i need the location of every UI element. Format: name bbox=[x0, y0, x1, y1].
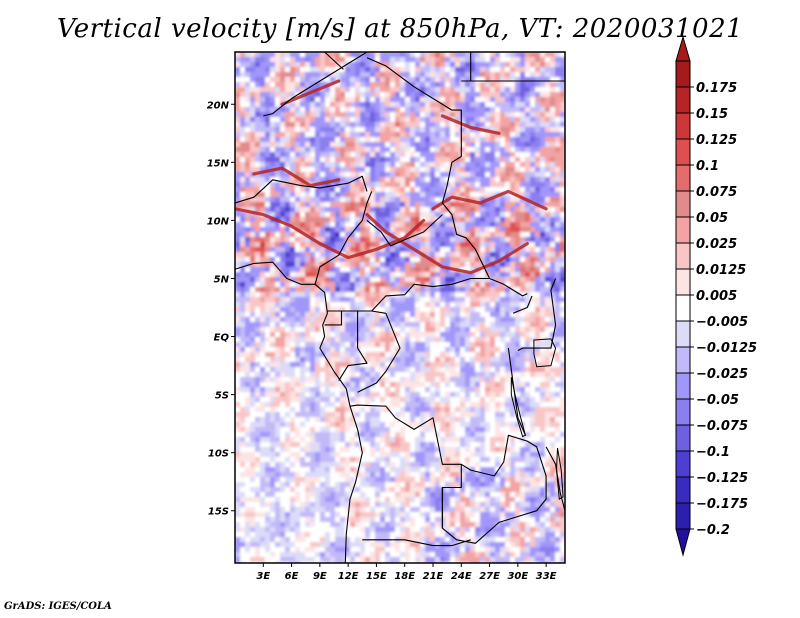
convergence-band bbox=[440, 114, 501, 135]
border-line bbox=[338, 311, 368, 381]
convergence-band bbox=[431, 189, 548, 211]
border-line bbox=[357, 313, 401, 393]
chart-title: Vertical velocity [m/s] at 850hPa, VT: 2… bbox=[56, 14, 744, 44]
x-tick-label: 30E bbox=[507, 571, 528, 582]
colorbar-label: 0.15 bbox=[696, 107, 728, 122]
border-line bbox=[324, 311, 343, 326]
colorbar-segment bbox=[675, 398, 691, 426]
colorbar-segment bbox=[675, 294, 691, 322]
footer-credit: GrADS: IGES/COLA bbox=[4, 601, 112, 612]
convergence-band bbox=[252, 166, 341, 188]
colorbar-segment bbox=[675, 346, 691, 374]
colorbar: 0.175 0.15 0.125 0.1 0.075 0.05 0.025 0.0125 0.0… bbox=[675, 35, 757, 557]
colorbar-label: 0.025 bbox=[696, 237, 737, 252]
border-line bbox=[263, 52, 368, 117]
country-borders bbox=[235, 52, 565, 563]
colorbar-segment bbox=[675, 164, 691, 192]
colorbar-segment bbox=[675, 242, 691, 270]
border-line bbox=[324, 52, 344, 70]
plot-frame bbox=[234, 51, 566, 564]
border-line bbox=[371, 277, 490, 312]
y-tick-label: 20N bbox=[207, 100, 230, 111]
colorbar-label: 0.075 bbox=[696, 185, 737, 200]
velocity-field bbox=[235, 52, 565, 563]
colorbar-label: 0.1 bbox=[696, 159, 719, 174]
y-tick-label: 5S bbox=[215, 391, 229, 402]
y-tick-label: 10S bbox=[208, 449, 229, 460]
border-line bbox=[517, 278, 557, 351]
colorbar-label: 0.175 bbox=[696, 81, 737, 96]
border-line bbox=[362, 539, 471, 547]
colorbar-segment bbox=[675, 476, 691, 504]
border-line bbox=[349, 404, 462, 529]
border-line bbox=[314, 191, 373, 285]
x-tick-label: 15E bbox=[366, 571, 387, 582]
x-tick-label: 12E bbox=[338, 571, 359, 582]
colorbar-label: −0.2 bbox=[696, 523, 730, 538]
colorbar-label: −0.1 bbox=[696, 445, 730, 460]
convergence-band bbox=[365, 213, 529, 275]
colorbar-segment bbox=[675, 86, 691, 114]
border-line bbox=[545, 446, 565, 511]
border-line bbox=[366, 214, 443, 247]
x-tick-label: 27E bbox=[479, 571, 500, 582]
lake-outline bbox=[510, 377, 526, 438]
colorbar-segment bbox=[675, 268, 691, 296]
x-tick-label: 24E bbox=[451, 571, 472, 582]
colorbar-label: 0.005 bbox=[696, 289, 737, 304]
y-tick-label: 15N bbox=[207, 158, 230, 169]
border-line bbox=[441, 434, 547, 544]
colorbar-segment bbox=[675, 372, 691, 400]
lake-outline bbox=[533, 338, 557, 368]
colorbar-segment bbox=[675, 190, 691, 218]
colorbar-segment bbox=[675, 112, 691, 140]
colorbar-label: 0.0125 bbox=[696, 263, 746, 278]
y-axis: 20N 15N 10N 5N EQ 5S 10S 15S bbox=[207, 100, 235, 518]
colorbar-segment bbox=[675, 450, 691, 478]
colorbar-label: −0.075 bbox=[696, 419, 748, 434]
border-line bbox=[507, 348, 526, 436]
border-line bbox=[366, 57, 528, 297]
y-tick-label: 15S bbox=[208, 507, 229, 518]
colorbar-segment bbox=[675, 320, 691, 348]
convergence-band bbox=[280, 79, 341, 106]
colorbar-segment bbox=[675, 60, 691, 88]
colorbar-extend-top bbox=[675, 35, 691, 62]
x-tick-label: 9E bbox=[313, 571, 327, 582]
colorbar-segment bbox=[675, 216, 691, 244]
x-axis: 3E 6E 9E 12E 15E 18E 21E 24E 27E 30E 33E bbox=[256, 563, 557, 582]
colorbar-segment bbox=[675, 424, 691, 452]
colorbar-label: −0.0125 bbox=[696, 341, 757, 356]
colorbar-segment bbox=[675, 502, 691, 530]
border-line bbox=[512, 295, 533, 314]
border-line bbox=[235, 261, 363, 563]
colorbar-label: −0.175 bbox=[696, 497, 748, 512]
x-tick-label: 33E bbox=[536, 571, 557, 582]
colorbar-extend-bottom bbox=[675, 528, 691, 557]
colorbar-label: −0.125 bbox=[696, 471, 748, 486]
colorbar-label: 0.05 bbox=[696, 211, 728, 226]
colorbar-label: −0.025 bbox=[696, 367, 748, 382]
colorbar-label: 0.125 bbox=[696, 133, 737, 148]
colorbar-label: −0.05 bbox=[696, 393, 739, 408]
y-tick-label: EQ bbox=[214, 333, 230, 344]
y-tick-label: 10N bbox=[207, 216, 230, 227]
lake-outline bbox=[555, 447, 564, 500]
x-tick-label: 18E bbox=[394, 571, 415, 582]
colorbar-segment bbox=[675, 138, 691, 166]
colorbar-label: −0.005 bbox=[696, 315, 748, 330]
x-tick-label: 6E bbox=[285, 571, 299, 582]
x-tick-label: 3E bbox=[256, 571, 270, 582]
x-tick-label: 21E bbox=[423, 571, 444, 582]
y-tick-label: 5N bbox=[214, 274, 230, 285]
border-line bbox=[235, 175, 368, 204]
